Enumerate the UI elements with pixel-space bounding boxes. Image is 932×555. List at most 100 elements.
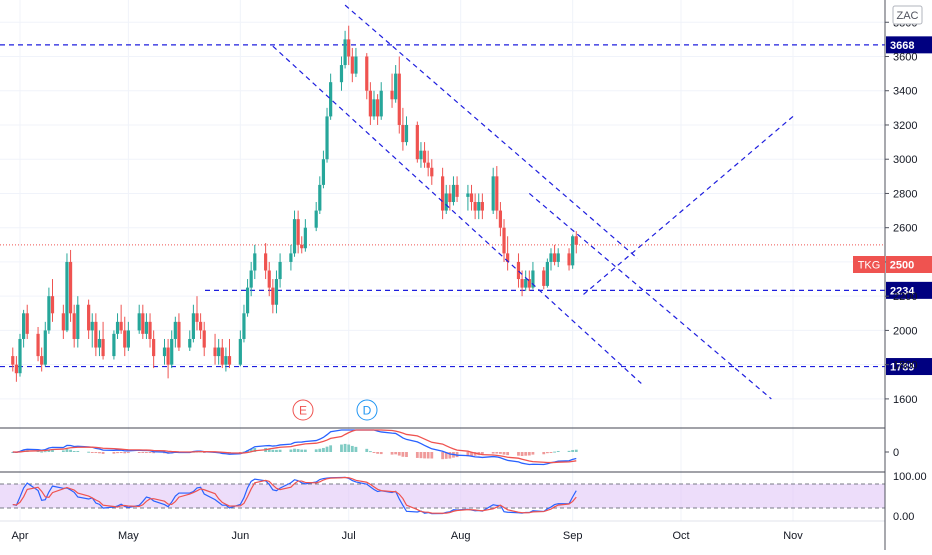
candle-body[interactable]: [350, 56, 354, 74]
macd-pane[interactable]: 0: [11, 429, 899, 466]
candle-body[interactable]: [249, 270, 253, 288]
candle-body[interactable]: [188, 338, 192, 348]
candle-body[interactable]: [267, 270, 271, 288]
candle-body[interactable]: [365, 56, 369, 91]
candle-body[interactable]: [97, 338, 102, 348]
candle-body[interactable]: [123, 330, 127, 348]
trendlines[interactable]: [272, 4, 794, 400]
candle-body[interactable]: [491, 176, 495, 211]
candle-body[interactable]: [137, 313, 141, 331]
candle-body[interactable]: [36, 333, 40, 357]
candle-body[interactable]: [379, 90, 383, 117]
candle-body[interactable]: [473, 202, 477, 211]
candle-body[interactable]: [177, 321, 181, 348]
candle-body[interactable]: [394, 73, 398, 100]
candle-body[interactable]: [444, 193, 448, 211]
price-axis[interactable]: 1600180020002200240026002800300032003400…: [885, 17, 917, 406]
candle-body[interactable]: [506, 253, 510, 262]
candle-body[interactable]: [141, 313, 145, 334]
candle-body[interactable]: [300, 244, 304, 249]
candle-body[interactable]: [148, 321, 152, 339]
candle-body[interactable]: [339, 65, 344, 83]
earnings-event-marker[interactable]: E: [292, 399, 314, 421]
candle-body[interactable]: [329, 82, 333, 117]
candle-body[interactable]: [549, 253, 553, 262]
candles-series[interactable]: [11, 25, 578, 382]
candle-body[interactable]: [245, 287, 250, 314]
candle-body[interactable]: [552, 253, 557, 262]
candle-body[interactable]: [238, 338, 242, 365]
candle-body[interactable]: [401, 124, 405, 143]
candle-body[interactable]: [289, 253, 293, 262]
candle-body[interactable]: [296, 219, 300, 245]
candle-body[interactable]: [368, 90, 372, 117]
candle-body[interactable]: [376, 99, 380, 117]
candle-body[interactable]: [50, 296, 55, 314]
candle-body[interactable]: [430, 167, 434, 177]
trendline-lower-channel[interactable]: [272, 45, 642, 384]
candle-body[interactable]: [343, 39, 347, 66]
candle-body[interactable]: [455, 184, 459, 197]
candle-body[interactable]: [325, 116, 329, 160]
candle-body[interactable]: [119, 321, 123, 331]
candle-body[interactable]: [253, 253, 257, 271]
currency-tag[interactable]: ZAC: [892, 5, 923, 25]
candle-body[interactable]: [390, 90, 394, 100]
candle-body[interactable]: [112, 333, 116, 357]
candle-body[interactable]: [22, 313, 26, 339]
candle-body[interactable]: [372, 99, 376, 117]
candle-body[interactable]: [274, 279, 279, 305]
candle-body[interactable]: [516, 261, 521, 280]
candle-body[interactable]: [271, 287, 275, 305]
candle-body[interactable]: [524, 279, 528, 288]
candle-body[interactable]: [76, 304, 80, 339]
candle-body[interactable]: [278, 261, 282, 280]
candle-body[interactable]: [574, 236, 578, 245]
candle-body[interactable]: [545, 261, 549, 286]
candle-body[interactable]: [469, 193, 474, 203]
candle-body[interactable]: [224, 356, 228, 365]
candle-body[interactable]: [170, 338, 174, 365]
candle-body[interactable]: [68, 261, 73, 314]
candle-body[interactable]: [144, 321, 149, 334]
candle-body[interactable]: [87, 304, 91, 331]
candle-body[interactable]: [527, 279, 531, 288]
candle-body[interactable]: [61, 313, 65, 331]
candle-body[interactable]: [451, 184, 456, 203]
candle-body[interactable]: [441, 176, 445, 211]
candle-body[interactable]: [199, 321, 203, 331]
candle-body[interactable]: [354, 56, 358, 74]
trendline-lower-channel-ext[interactable]: [528, 192, 772, 400]
candle-body[interactable]: [126, 330, 130, 348]
candle-body[interactable]: [195, 313, 199, 322]
candle-body[interactable]: [173, 321, 177, 339]
candle-body[interactable]: [14, 364, 18, 374]
candle-body[interactable]: [571, 236, 575, 266]
candle-body[interactable]: [101, 338, 105, 357]
symbol-price-tag[interactable]: TKG 2500: [853, 256, 932, 273]
stochastic-pane[interactable]: 100.00 0.00: [0, 471, 927, 523]
candle-body[interactable]: [220, 347, 224, 365]
candle-body[interactable]: [90, 321, 94, 331]
candle-body[interactable]: [531, 270, 535, 288]
candle-body[interactable]: [314, 210, 318, 228]
candle-body[interactable]: [567, 253, 571, 266]
candle-body[interactable]: [303, 227, 307, 249]
candle-body[interactable]: [415, 124, 419, 160]
candle-body[interactable]: [47, 296, 51, 331]
candle-body[interactable]: [11, 356, 15, 365]
candle-body[interactable]: [292, 219, 297, 254]
candle-body[interactable]: [397, 73, 401, 125]
candle-body[interactable]: [347, 39, 351, 57]
candle-body[interactable]: [25, 313, 29, 334]
candle-body[interactable]: [426, 162, 430, 168]
trendline-upper-channel[interactable]: [344, 4, 639, 259]
candle-body[interactable]: [115, 321, 120, 334]
candle-body[interactable]: [94, 321, 98, 348]
candle-body[interactable]: [466, 193, 470, 197]
candle-body[interactable]: [264, 253, 268, 271]
candle-body[interactable]: [202, 330, 206, 348]
candle-body[interactable]: [213, 347, 217, 357]
time-axis[interactable]: Apr May Jun Jul Aug Sep Oct Nov: [11, 530, 803, 542]
